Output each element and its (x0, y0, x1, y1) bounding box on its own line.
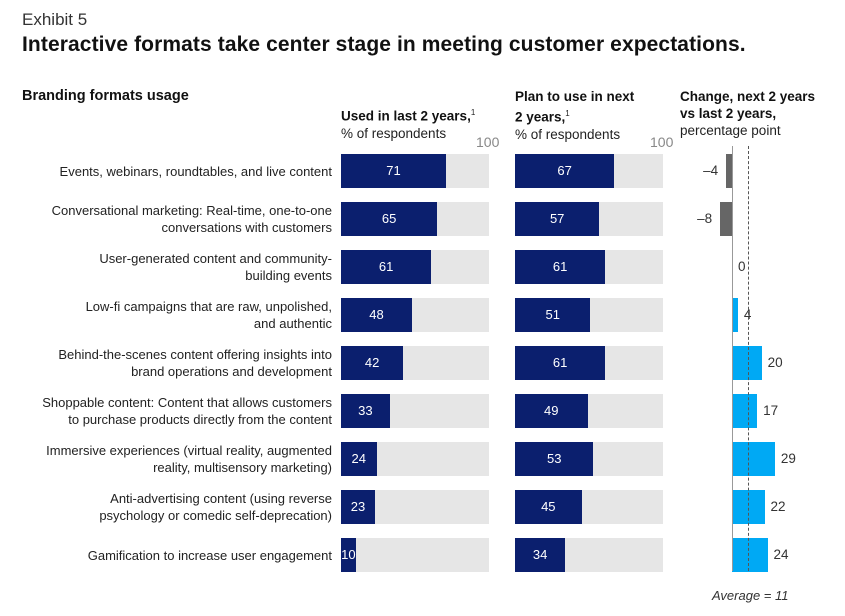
category-label: Anti-advertising content (using reverse p… (99, 490, 332, 524)
category-label: Gamification to increase user engagement (88, 547, 332, 564)
change-bar (732, 346, 762, 380)
plan-bar (515, 538, 566, 572)
plan-value-label: 57 (549, 211, 565, 226)
category-label-line: brand operations and development (131, 364, 332, 379)
plan-value-label: 53 (546, 451, 562, 466)
change-header-title: Change, next 2 years vs last 2 years, (680, 89, 816, 121)
change-value-label: 20 (767, 355, 783, 370)
plan-header: Plan to use in next 2 years,1 % of respon… (515, 88, 645, 143)
change-header-unit: percentage point (680, 123, 781, 138)
plan-header-unit: % of respondents (515, 126, 621, 142)
change-value-label: 22 (770, 499, 786, 514)
used-bar (341, 442, 377, 476)
section-title: Branding formats usage (22, 88, 189, 104)
category-label: Conversational marketing: Real-time, one… (52, 202, 332, 236)
change-bar (726, 154, 732, 188)
category-label-line: Behind-the-scenes content offering insig… (58, 347, 332, 362)
plan-value-label: 61 (552, 355, 568, 370)
average-line (748, 146, 750, 571)
category-label-line: reality, multisensory marketing) (153, 460, 332, 475)
plan-value-label: 45 (541, 499, 556, 514)
used-value-label: 33 (358, 403, 373, 418)
plan-bar (515, 490, 582, 524)
category-label-line: Immersive experiences (virtual reality, … (46, 443, 332, 458)
category-label: Low-fi campaigns that are raw, unpolishe… (86, 298, 332, 332)
used-value-label: 61 (378, 259, 394, 274)
plan-value-label: 34 (532, 547, 548, 562)
category-label-line: Events, webinars, roundtables, and live … (59, 163, 332, 179)
used-bar (341, 394, 390, 428)
used-axis-max: 100 (476, 134, 500, 150)
used-header: Used in last 2 years,1 % of respondents (341, 104, 501, 142)
category-label-line: to purchase products directly from the c… (68, 412, 332, 427)
change-bar (732, 442, 775, 476)
chart-title: Interactive formats take center stage in… (22, 33, 746, 56)
category-label-line: Shoppable content: Content that allows c… (42, 395, 332, 410)
plan-bar (515, 250, 606, 284)
used-value-label: 10 (341, 547, 356, 562)
used-value-label: 24 (351, 451, 366, 466)
category-label: User-generated content and community-bui… (99, 250, 332, 284)
used-bar (341, 538, 356, 572)
plan-value-label: 51 (545, 307, 560, 322)
used-bar (341, 250, 432, 284)
plan-bar (515, 442, 594, 476)
category-label: Shoppable content: Content that allows c… (42, 394, 332, 428)
used-header-unit: % of respondents (341, 125, 447, 141)
plan-bar (515, 202, 600, 236)
category-label-line: and authentic (253, 316, 332, 331)
category-label-line: conversations with customers (161, 220, 332, 235)
change-bar (732, 298, 738, 332)
used-header-title: Used in last 2 years, (341, 108, 471, 124)
change-value-label: 17 (763, 403, 779, 418)
used-bar (341, 202, 438, 236)
used-value-label: 65 (381, 211, 397, 226)
bar-track (341, 538, 489, 572)
change-value-label: –4 (703, 163, 719, 178)
change-header: Change, next 2 years vs last 2 years, per… (680, 88, 825, 139)
change-value-label: 4 (743, 307, 752, 322)
plan-bar (515, 298, 591, 332)
used-bar (341, 490, 376, 524)
used-bar (341, 298, 413, 332)
category-label: Events, webinars, roundtables, and live … (60, 163, 332, 180)
exhibit-number: Exhibit 5 (22, 10, 88, 29)
change-zero-axis (732, 146, 733, 571)
category-label-line: Gamification to increase user engagement (87, 547, 332, 563)
plan-axis-max: 100 (650, 134, 674, 150)
category-label-line: User-generated content and community- (99, 251, 332, 266)
used-bar (341, 154, 447, 188)
used-value-label: 71 (386, 163, 401, 178)
category-label-line: psychology or comedic self-deprecation) (99, 508, 332, 523)
change-bar (732, 538, 768, 572)
used-value-label: 48 (369, 307, 384, 322)
change-value-label: –8 (697, 211, 713, 226)
category-label-line: Anti-advertising content (using reverse (110, 491, 332, 506)
used-bar (341, 346, 404, 380)
change-value-label: 29 (780, 451, 796, 466)
category-label-line: Low-fi campaigns that are raw, unpolishe… (85, 299, 332, 314)
category-label-line: Conversational marketing: Real-time, one… (51, 203, 332, 218)
plan-value-label: 49 (544, 403, 559, 418)
change-value-label: 0 (738, 259, 746, 274)
change-bar (732, 394, 758, 428)
change-value-label: 24 (773, 547, 789, 562)
used-value-label: 23 (350, 499, 366, 514)
category-label-line: building events (245, 268, 332, 283)
category-label: Immersive experiences (virtual reality, … (46, 442, 332, 476)
plan-header-title: Plan to use in next 2 years, (515, 89, 635, 125)
change-bar (720, 202, 732, 236)
plan-value-label: 67 (557, 163, 572, 178)
used-value-label: 42 (364, 355, 380, 370)
category-label: Behind-the-scenes content offering insig… (58, 346, 332, 380)
plan-bar (515, 154, 615, 188)
plan-bar (515, 346, 606, 380)
average-label: Average = 11 (712, 588, 789, 603)
footnote-marker: 1 (565, 109, 570, 118)
footnote-marker: 1 (470, 108, 476, 117)
plan-bar (515, 394, 588, 428)
plan-value-label: 61 (552, 259, 568, 274)
